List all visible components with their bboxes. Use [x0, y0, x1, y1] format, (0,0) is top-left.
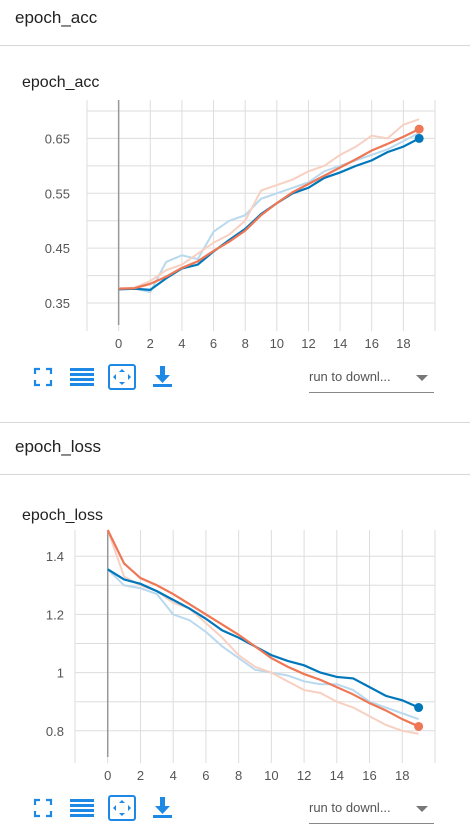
fullscreen-icon[interactable]: [30, 795, 56, 821]
x-tick-label: 10: [264, 768, 278, 783]
run-select-dropdown[interactable]: run to downl...: [309, 797, 434, 824]
x-tick-label: 2: [147, 336, 154, 351]
series-raw-line: [118, 132, 420, 294]
acc-chart[interactable]: 0.35 0.45 0.55 0.65 0 2 4 6 8 10 12 14 16 18: [0, 100, 470, 360]
series-end-point[interactable]: [414, 703, 424, 713]
x-tick-label: 18: [395, 768, 409, 783]
x-tick-label: 4: [170, 768, 177, 783]
section-title: epoch_acc: [15, 8, 98, 27]
x-tick-label: 12: [297, 768, 311, 783]
card-title: epoch_loss: [22, 507, 103, 524]
run-select-value: run to downl...: [309, 369, 391, 384]
y-tick-label: 0.8: [46, 724, 64, 739]
fullscreen-icon[interactable]: [30, 364, 56, 390]
series-smoothed-line: [107, 568, 420, 709]
loss-chart[interactable]: 0.8 1 1.2 1.4 0 2 4 6 8 10 12 14 16 18: [0, 529, 470, 792]
series-smoothed-line: [118, 128, 420, 290]
x-tick-label: 6: [210, 336, 217, 351]
x-tick-label: 8: [242, 336, 249, 351]
chevron-down-icon: [416, 806, 428, 812]
chart-toolbar: [30, 364, 190, 390]
x-tick-label: 6: [202, 768, 209, 783]
y-tick-label: 0.65: [45, 131, 70, 146]
y-tick-label: 1.4: [46, 549, 64, 564]
download-icon[interactable]: [150, 795, 176, 821]
x-tick-label: 14: [333, 336, 347, 351]
x-tick-label: 14: [330, 768, 344, 783]
chevron-down-icon: [416, 375, 428, 381]
section-header-epoch-acc[interactable]: epoch_acc: [0, 0, 470, 46]
series-raw-line: [107, 568, 419, 721]
list-icon[interactable]: [70, 795, 96, 821]
chart-toolbar: [30, 795, 190, 821]
grid: [86, 100, 436, 331]
download-icon[interactable]: [150, 364, 176, 390]
x-tick-label: 2: [137, 768, 144, 783]
y-tick-label: 1: [57, 666, 64, 681]
x-tick-label: 16: [362, 768, 376, 783]
x-tick-label: 4: [178, 336, 185, 351]
x-tick-label: 0: [115, 336, 122, 351]
x-tick-label: 8: [235, 768, 242, 783]
y-tick-label: 1.2: [46, 607, 64, 622]
series-end-point[interactable]: [414, 133, 424, 143]
y-tick-label: 0.45: [45, 241, 70, 256]
run-select-dropdown[interactable]: run to downl...: [309, 366, 434, 393]
list-icon[interactable]: [70, 364, 96, 390]
series-end-point[interactable]: [414, 124, 424, 134]
x-tick-label: 12: [301, 336, 315, 351]
fit-domain-icon[interactable]: [108, 795, 136, 821]
series-raw-line: [118, 118, 420, 290]
section-header-epoch-loss[interactable]: epoch_loss: [0, 429, 470, 475]
y-tick-label: 0.55: [45, 186, 70, 201]
card-title: epoch_acc: [22, 74, 100, 91]
fit-domain-icon[interactable]: [108, 364, 136, 390]
series-smoothed-line: [106, 529, 420, 728]
y-tick-label: 0.35: [45, 296, 70, 311]
series-end-point[interactable]: [414, 721, 424, 731]
section-title: epoch_loss: [15, 437, 102, 456]
run-select-value: run to downl...: [309, 800, 391, 815]
divider: [0, 422, 470, 423]
x-tick-label: 18: [396, 336, 410, 351]
x-tick-label: 16: [364, 336, 378, 351]
x-tick-label: 0: [104, 768, 111, 783]
x-tick-label: 10: [270, 336, 284, 351]
